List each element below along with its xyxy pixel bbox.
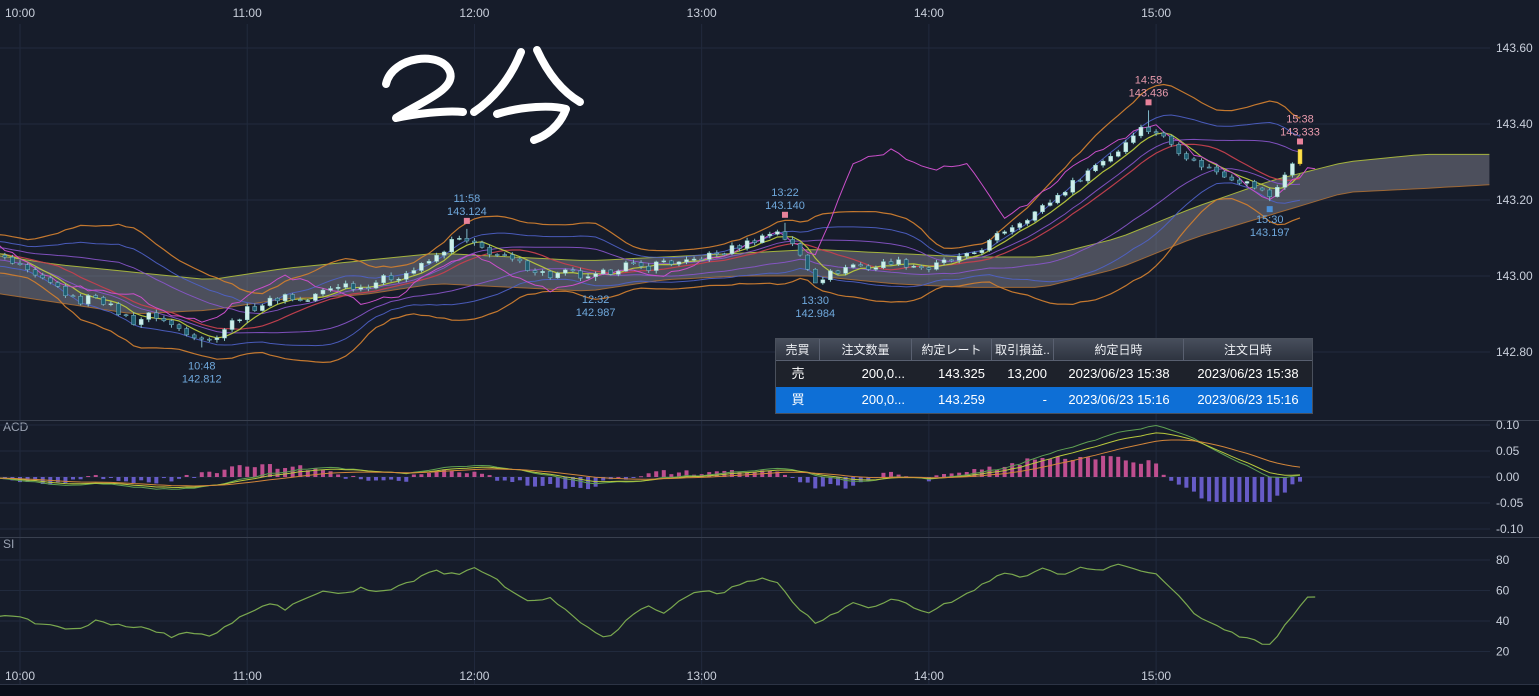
ichimoku-cloud	[0, 154, 1490, 314]
rsi-line	[0, 563, 1316, 645]
trade-cell: 143.325	[938, 366, 985, 381]
macd-axis-label: 0.10	[1496, 418, 1520, 432]
band-lower-purple	[0, 168, 1301, 334]
annotation-label: 15:38	[1286, 113, 1314, 125]
trade-cell: 200,0...	[861, 366, 905, 381]
price-axis-label: 142.80	[1496, 345, 1533, 359]
table-header-row: 売買 注文数量 約定レート 取引損益.. 約定日時 注文日時	[776, 339, 1312, 361]
bottom-bar	[0, 685, 1539, 696]
top-time-label: 14:00	[914, 6, 944, 20]
macd-axis-label: 0.05	[1496, 444, 1520, 458]
annotation-label: 13:22	[771, 187, 799, 199]
bottom-time-label: 14:00	[914, 669, 944, 683]
price-axis-label: 143.00	[1496, 269, 1533, 283]
band-upper-orange	[0, 83, 1301, 295]
rsi-axis-label: 40	[1496, 614, 1510, 628]
annotation-label: 13:30	[802, 295, 830, 307]
trade-cell: 2023/06/23 15:16	[1197, 392, 1299, 407]
band-upper-blue	[0, 114, 1301, 305]
top-time-label: 12:00	[459, 6, 489, 20]
price-panel	[0, 83, 1490, 364]
rsi-axis-label: 20	[1496, 645, 1510, 659]
annotation-marker	[1145, 99, 1152, 106]
table-header-cell[interactable]: 取引損益..	[992, 339, 1054, 361]
top-time-label: 15:00	[1141, 6, 1171, 20]
ma-yellow	[0, 132, 1301, 339]
annotation-label: 14:58	[1135, 74, 1163, 86]
bottom-time-label: 15:00	[1141, 669, 1171, 683]
table-header-cell[interactable]: 約定レート	[912, 339, 992, 361]
trade-cell: 2023/06/23 15:16	[1068, 392, 1170, 407]
top-time-label: 11:00	[233, 6, 262, 20]
top-time-label: 13:00	[687, 6, 717, 20]
top-time-label: 10:00	[5, 6, 35, 20]
trade-row[interactable]: 売 200,0... 143.325 13,200 2023/06/23 15:38 20…	[776, 361, 1312, 387]
annotation-label: 143.197	[1250, 227, 1290, 239]
trade-row[interactable]: 買 200,0... 143.259 - 2023/06/23 15:16 2023/06…	[776, 387, 1312, 413]
annotation-marker	[463, 217, 470, 224]
annotation-label: 143.333	[1280, 126, 1320, 138]
trade-cell: 2023/06/23 15:38	[1068, 366, 1170, 381]
price-axis-label: 143.40	[1496, 117, 1533, 131]
magenta-indicator-line	[0, 124, 1316, 323]
bottom-time-label: 13:00	[687, 669, 717, 683]
grid	[0, 24, 1539, 696]
bottom-time-label: 11:00	[233, 669, 262, 683]
macd-panel	[0, 424, 1303, 502]
table-header-cell[interactable]: 約定日時	[1054, 339, 1184, 361]
annotation-marker	[1297, 138, 1304, 145]
annotation-marker	[1266, 206, 1273, 213]
annotation-label: 143.124	[447, 206, 487, 218]
annotation-label: 142.984	[795, 308, 835, 320]
annotation-label: 11:58	[454, 193, 481, 205]
handwritten-annotation: 2分	[382, 46, 584, 144]
table-header-cell[interactable]: 注文日時	[1184, 339, 1312, 361]
annotation-label: 15:30	[1256, 214, 1284, 226]
price-axis-label: 143.60	[1496, 41, 1533, 55]
annotation-label: 10:48	[188, 360, 216, 372]
rsi-axis-label: 80	[1496, 553, 1510, 567]
table-header-cell[interactable]: 注文数量	[820, 339, 912, 361]
band-lower-blue	[0, 182, 1301, 347]
macd-axis-label: -0.05	[1496, 496, 1524, 510]
band-upper-purple	[0, 138, 1301, 315]
macd-axis-label: 0.00	[1496, 470, 1520, 484]
macd-signal-orange	[0, 439, 1301, 487]
trade-cell: 2023/06/23 15:38	[1197, 366, 1299, 381]
table-header-cell[interactable]: 売買	[776, 339, 820, 361]
axis-labels: 10:00 10:00 11:00 11:00 12:00 12:00 13:00 13:00…	[5, 6, 1533, 683]
macd-panel-label: ACD	[3, 420, 29, 434]
rsi-axis-label: 60	[1496, 584, 1510, 598]
trade-cell: 売	[791, 366, 805, 381]
trade-cell: 買	[791, 392, 805, 407]
trade-cell: 143.259	[938, 392, 985, 407]
annotation-label: 12:32	[582, 294, 610, 306]
rsi-panel	[0, 563, 1316, 645]
annotation-label: 143.140	[765, 200, 805, 212]
candlestick-series	[2, 110, 1303, 348]
positions-table: 売買 注文数量 約定レート 取引損益.. 約定日時 注文日時売 200,0... 143.32…	[775, 338, 1313, 414]
macd-line-yellow	[0, 432, 1301, 489]
annotation-label: 142.987	[576, 307, 616, 319]
macd-axis-label: -0.10	[1496, 522, 1524, 536]
trade-cell: 200,0...	[861, 392, 905, 407]
annotation-label: 142.812	[182, 373, 222, 385]
annotation-marker	[781, 211, 788, 218]
price-axis-label: 143.20	[1496, 193, 1533, 207]
annotation-label: 143.436	[1129, 87, 1169, 99]
bottom-time-label: 12:00	[459, 669, 489, 683]
cloud-bottom-line	[0, 184, 1490, 315]
trade-cell: 13,200	[1007, 366, 1047, 381]
trade-cell: -	[1042, 392, 1047, 407]
bottom-time-label: 10:00	[5, 669, 35, 683]
rsi-panel-label: SI	[3, 537, 14, 551]
band-lower-orange	[0, 197, 1301, 364]
